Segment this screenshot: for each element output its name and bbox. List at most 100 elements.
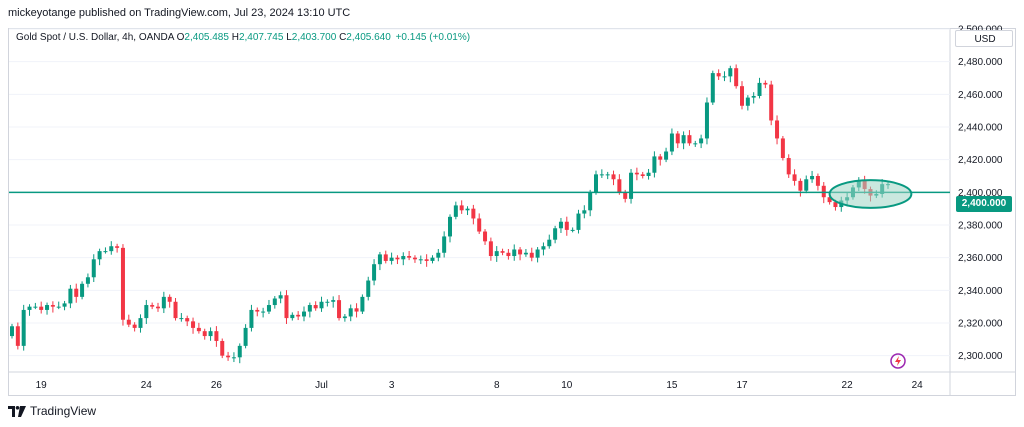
candle-body: [605, 174, 610, 176]
candle-body: [558, 221, 563, 229]
candle-body: [15, 326, 20, 346]
candle-body: [389, 257, 394, 261]
candle-body: [483, 231, 488, 242]
y-tick-label: 2,460.000: [958, 90, 1003, 101]
candle-body: [85, 277, 90, 284]
candle-body: [91, 259, 96, 278]
candle-body: [418, 259, 423, 261]
candle-body: [68, 288, 73, 304]
candle-body: [313, 305, 318, 309]
candle-body: [226, 355, 231, 358]
candle-body: [56, 306, 61, 308]
y-tick-label: 2,360.000: [958, 253, 1003, 264]
y-tick-label: 2,320.000: [958, 319, 1003, 330]
candle-body: [185, 318, 190, 322]
candle-body: [33, 306, 38, 308]
tradingview-logo[interactable]: TradingView: [8, 404, 96, 418]
candle-body: [255, 309, 260, 312]
candle-body: [150, 305, 155, 307]
candle-body: [214, 331, 219, 341]
candle-body: [529, 252, 534, 258]
candle-body: [442, 236, 447, 253]
candle-body: [588, 192, 593, 211]
candle-body: [570, 229, 575, 231]
candle-body: [786, 158, 791, 175]
candle-body: [465, 208, 470, 211]
candle-body: [780, 138, 785, 159]
x-tick-label: 10: [561, 380, 573, 391]
candle-body: [704, 102, 709, 139]
candle-body: [366, 280, 371, 297]
candle-body: [547, 239, 552, 247]
candle-body: [669, 133, 674, 152]
candle-body: [144, 305, 149, 319]
candle-body: [272, 298, 277, 306]
candle-body: [395, 257, 400, 260]
candle-body: [798, 180, 803, 191]
candle-body: [494, 251, 499, 257]
candle-body: [681, 135, 686, 144]
candle-body: [331, 300, 336, 302]
open-value: 2,405.485: [184, 32, 229, 43]
candle-body: [769, 84, 774, 121]
candle-body: [675, 133, 680, 144]
candle-body: [564, 221, 569, 230]
candle-body: [296, 314, 301, 317]
candle-body: [103, 251, 108, 253]
candle-body: [231, 357, 236, 359]
currency-button[interactable]: USD: [955, 30, 1013, 47]
close-key: C: [339, 32, 347, 43]
candle-body: [821, 185, 826, 198]
candle-body: [302, 311, 306, 317]
candle-body: [261, 311, 266, 313]
logo-text: TradingView: [30, 404, 97, 418]
candle-body: [39, 306, 44, 310]
change-value: +0.145 (+0.01%): [395, 32, 471, 43]
candle-body: [599, 174, 604, 176]
candle-body: [126, 319, 131, 325]
open-key: O: [176, 32, 185, 43]
candle-body: [412, 257, 417, 260]
candle-body: [541, 246, 546, 250]
candle-body: [208, 331, 213, 337]
candle-body: [237, 345, 242, 358]
candle-body: [745, 97, 750, 106]
x-tick-label: 24: [912, 380, 924, 391]
replay-icon[interactable]: [890, 353, 906, 369]
symbol-legend: Gold Spot / U.S. Dollar, 4h, OANDA O2,40…: [16, 32, 470, 43]
publish-line: mickeyotange published on TradingView.co…: [8, 7, 351, 19]
candle-body: [535, 249, 540, 258]
candle-body: [792, 174, 797, 181]
candle-body: [523, 252, 528, 255]
candle-body: [488, 241, 493, 257]
candle-body: [716, 73, 721, 77]
y-tick-label: 2,340.000: [958, 286, 1003, 297]
candle-body: [734, 68, 739, 87]
candle-body: [582, 210, 587, 214]
candle-body: [319, 301, 324, 309]
x-tick-label: 22: [842, 380, 854, 391]
candle-body: [173, 301, 178, 319]
high-key: H: [231, 32, 239, 43]
candle-body: [757, 82, 762, 96]
candle-body: [594, 174, 598, 193]
high-value: 2,407.745: [238, 32, 284, 43]
candle-body: [27, 306, 32, 310]
candle-body: [407, 256, 412, 258]
candle-body: [833, 202, 838, 208]
x-tick-label: 26: [211, 380, 223, 391]
candle-body: [658, 156, 663, 160]
candle-body: [775, 120, 780, 139]
candle-body: [348, 308, 353, 317]
low-key: L: [286, 32, 292, 43]
candle-body: [360, 296, 365, 312]
candle-body: [383, 254, 388, 261]
candle-body: [810, 176, 815, 180]
candle-body: [120, 247, 125, 320]
x-tick-label: Jul: [315, 380, 328, 391]
candle-body: [646, 172, 651, 176]
candle-body: [132, 324, 137, 328]
candle-body: [115, 246, 120, 248]
candle-body: [664, 151, 669, 160]
